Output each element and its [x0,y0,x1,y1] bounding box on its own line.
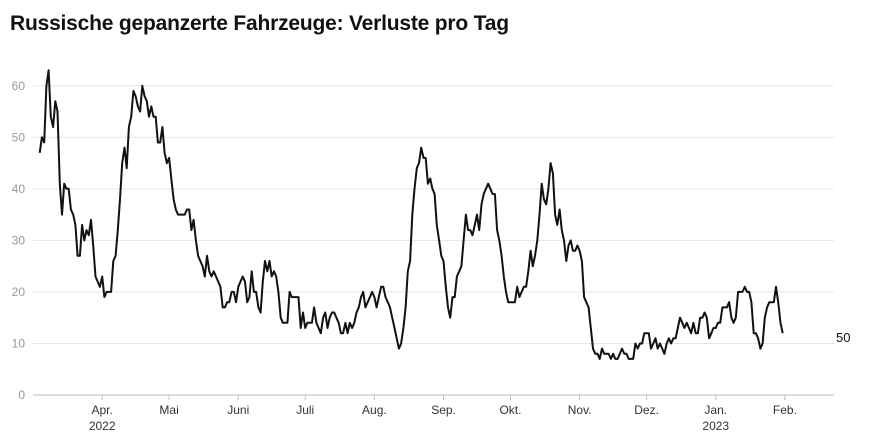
y-tick-label: 40 [12,182,26,196]
x-tick-label: Nov. [568,403,592,417]
chart-title: Russische gepanzerte Fahrzeuge: Verluste… [10,12,509,35]
x-tick-label: Juni [227,403,249,417]
x-tick-label: Apr. [91,403,112,417]
x-tick-label: Jan. [704,403,727,417]
y-tick-label: 0 [18,388,25,402]
x-tick-label: Juli [296,403,314,417]
y-tick-label: 50 [12,130,26,144]
y-tick-label: 10 [12,336,26,350]
y-tick-label: 30 [12,233,26,247]
y-tick-label: 60 [12,79,26,93]
end-value-label: 50 [836,330,850,345]
x-tick-label: Feb. [773,403,797,417]
x-tick-label: Aug. [362,403,387,417]
y-tick-label: 20 [12,285,26,299]
x-tick-year-label: 2022 [89,419,116,433]
x-tick-label: Dez. [634,403,659,417]
x-tick-label: Okt. [499,403,521,417]
x-tick-year-label: 2023 [702,419,729,433]
series-line [38,69,784,360]
x-tick-label: Sep. [431,403,456,417]
x-tick-label: Mai [159,403,178,417]
